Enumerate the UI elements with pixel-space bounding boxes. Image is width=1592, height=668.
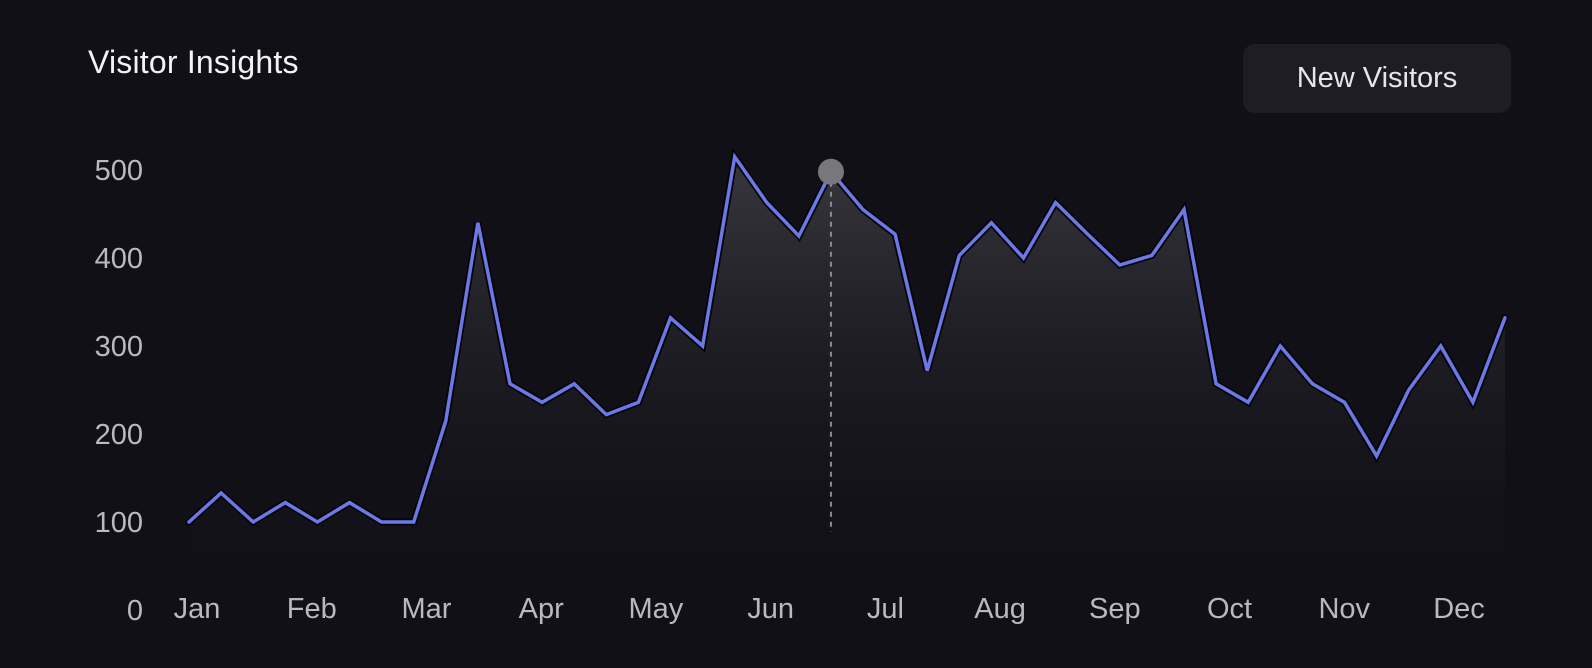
data-point[interactable] (312, 517, 322, 527)
data-point[interactable] (698, 341, 708, 351)
data-point[interactable] (730, 152, 740, 162)
y-tick-label: 100 (95, 507, 143, 539)
plot-area (184, 147, 1510, 611)
data-point[interactable] (1372, 451, 1382, 461)
y-tick-label: 300 (95, 331, 143, 363)
data-point[interactable] (184, 517, 194, 527)
data-point[interactable] (1275, 341, 1285, 351)
data-point[interactable] (666, 313, 676, 323)
data-point[interactable] (505, 379, 515, 389)
data-point[interactable] (441, 416, 451, 426)
data-point[interactable] (1468, 397, 1478, 407)
series-line-new-visitors (187, 152, 1507, 525)
data-point[interactable] (601, 410, 611, 420)
data-point[interactable] (1115, 260, 1125, 270)
y-tick-label: 0 (127, 595, 143, 627)
data-point[interactable] (1019, 253, 1029, 263)
data-point[interactable] (922, 366, 932, 376)
data-point[interactable] (954, 250, 964, 260)
data-point[interactable] (986, 218, 996, 228)
data-point[interactable] (377, 517, 387, 527)
data-point[interactable] (1211, 379, 1221, 389)
data-point[interactable] (216, 488, 226, 498)
y-tick-label: 200 (95, 419, 143, 451)
data-point[interactable] (537, 397, 547, 407)
data-point[interactable] (1404, 385, 1414, 395)
y-axis: 0 100 200 300 400 500 (95, 155, 143, 627)
data-point[interactable] (1307, 379, 1317, 389)
data-point[interactable] (473, 218, 483, 228)
data-point[interactable] (890, 229, 900, 239)
data-point[interactable] (1500, 313, 1510, 323)
data-point[interactable] (1051, 198, 1061, 208)
data-point[interactable] (1243, 397, 1253, 407)
data-point[interactable] (1147, 250, 1157, 260)
data-point[interactable] (248, 517, 258, 527)
data-point[interactable] (858, 205, 868, 215)
data-point[interactable] (569, 379, 579, 389)
data-point[interactable] (633, 397, 643, 407)
data-point[interactable] (1436, 341, 1446, 351)
data-point[interactable] (794, 231, 804, 241)
y-tick-label: 400 (95, 243, 143, 275)
area-fill (189, 156, 1505, 611)
data-point[interactable] (345, 498, 355, 508)
data-point[interactable] (280, 498, 290, 508)
data-point[interactable] (409, 517, 419, 527)
data-point[interactable] (762, 198, 772, 208)
data-point[interactable] (1083, 229, 1093, 239)
new-visitors-filter-button[interactable]: New Visitors (1243, 44, 1511, 113)
highlight-marker[interactable] (817, 158, 844, 185)
chart-title: Visitor Insights (88, 44, 299, 80)
data-point[interactable] (1179, 205, 1189, 215)
data-point[interactable] (1340, 397, 1350, 407)
y-tick-label: 500 (95, 155, 143, 187)
